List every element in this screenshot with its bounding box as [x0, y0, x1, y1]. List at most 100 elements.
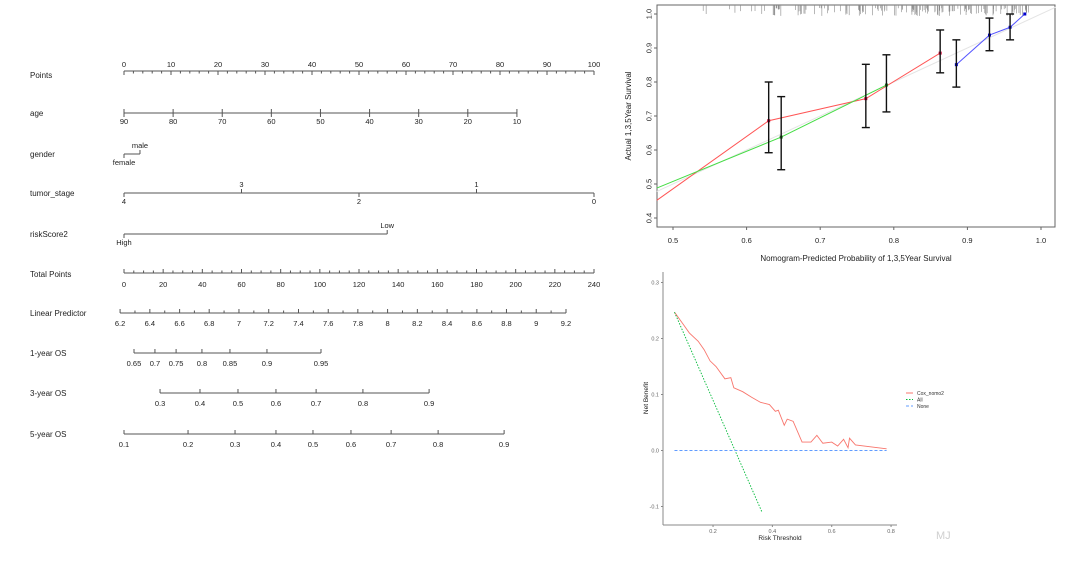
- 5-year-os-tick-label: 0.4: [271, 440, 281, 449]
- cal-y-tick-label: 0.4: [645, 213, 654, 223]
- total-points-tick-label: 120: [353, 280, 366, 289]
- cal-x-tick-label: 0.5: [668, 236, 678, 245]
- total-points-tick-label: 180: [470, 280, 483, 289]
- total-points-tick-label: 220: [549, 280, 562, 289]
- 1-year-os-tick-label: 0.9: [262, 359, 272, 368]
- points-tick-label: 30: [261, 60, 269, 69]
- linear-predictor-tick-label: 6.4: [145, 319, 155, 328]
- row-label-3-year-os: 3-year OS: [30, 389, 66, 398]
- legend-label-All: All: [917, 398, 923, 404]
- cal-x-tick-label: 0.7: [815, 236, 825, 245]
- row-label-5-year-os: 5-year OS: [30, 430, 66, 439]
- riskScore2-tick-label: High: [116, 238, 131, 247]
- row-label-age: age: [30, 109, 44, 118]
- cal-y-tick-label: 0.6: [645, 145, 654, 155]
- linear-predictor-tick-label: 9: [534, 319, 538, 328]
- watermark: MJ: [936, 530, 951, 542]
- calibration-line-5-year: [956, 13, 1026, 66]
- 5-year-os-tick-label: 0.3: [230, 440, 240, 449]
- tumor_stage-tick-label: 3: [239, 180, 243, 189]
- linear-predictor-tick-label: 7.4: [293, 319, 303, 328]
- cal-y-axis-label: Actual 1,3,5Year Survival: [624, 71, 633, 160]
- age-tick-label: 80: [169, 117, 177, 126]
- tumor_stage-tick-label: 2: [357, 197, 361, 206]
- linear-predictor-tick-label: 7.2: [264, 319, 274, 328]
- 3-year-os-tick-label: 0.8: [358, 399, 368, 408]
- age-tick-label: 70: [218, 117, 226, 126]
- age-tick-label: 30: [415, 117, 423, 126]
- linear-predictor-tick-label: 8.4: [442, 319, 452, 328]
- linear-predictor-tick-label: 6.8: [204, 319, 214, 328]
- points-tick-label: 10: [167, 60, 175, 69]
- cal-x-tick-label: 1.0: [1036, 236, 1046, 245]
- dca-y-tick-label: 0.1: [651, 393, 659, 399]
- total-points-tick-label: 40: [198, 280, 206, 289]
- points-tick-label: 50: [355, 60, 363, 69]
- cal-y-tick-label: 0.5: [645, 179, 654, 189]
- 5-year-os-tick-label: 0.7: [386, 440, 396, 449]
- 5-year-os-tick-label: 0.8: [433, 440, 443, 449]
- age-tick-label: 60: [267, 117, 275, 126]
- 1-year-os-tick-label: 0.85: [223, 359, 238, 368]
- age-tick-label: 50: [316, 117, 324, 126]
- row-label-linear-predictor: Linear Predictor: [30, 309, 87, 318]
- points-tick-label: 100: [588, 60, 601, 69]
- dca-y-tick-label: 0.2: [651, 337, 659, 343]
- total-points-tick-label: 140: [392, 280, 405, 289]
- calibration-line-1-year: [656, 52, 941, 201]
- 3-year-os-tick-label: 0.9: [424, 399, 434, 408]
- dca-x-axis-label: Risk Threshold: [758, 535, 802, 542]
- cal-y-tick-label: 0.7: [645, 111, 654, 121]
- 5-year-os-tick-label: 0.1: [119, 440, 129, 449]
- points-tick-label: 0: [122, 60, 126, 69]
- dca-line-All: [674, 311, 763, 513]
- age-tick-label: 20: [464, 117, 472, 126]
- row-label-tumor_stage: tumor_stage: [30, 189, 75, 198]
- row-label-total-points: Total Points: [30, 270, 71, 279]
- total-points-tick-label: 60: [237, 280, 245, 289]
- 3-year-os-tick-label: 0.3: [155, 399, 165, 408]
- points-tick-label: 20: [214, 60, 222, 69]
- 3-year-os-tick-label: 0.6: [271, 399, 281, 408]
- dca-x-tick-label: 0.8: [887, 529, 895, 535]
- total-points-tick-label: 0: [122, 280, 126, 289]
- linear-predictor-tick-label: 8.2: [412, 319, 422, 328]
- linear-predictor-tick-label: 8.8: [501, 319, 511, 328]
- points-tick-label: 80: [496, 60, 504, 69]
- total-points-tick-label: 20: [159, 280, 167, 289]
- linear-predictor-tick-label: 7: [237, 319, 241, 328]
- 1-year-os-tick-label: 0.7: [150, 359, 160, 368]
- cal-y-tick-label: 0.9: [645, 43, 654, 53]
- linear-predictor-tick-label: 7.6: [323, 319, 333, 328]
- linear-predictor-tick-label: 9.2: [561, 319, 571, 328]
- linear-predictor-tick-label: 7.8: [353, 319, 363, 328]
- gender-tick-label: male: [132, 141, 148, 150]
- calibration-point-5-year: [1023, 12, 1027, 16]
- dca-y-tick-label: 0.0: [651, 449, 659, 455]
- 1-year-os-tick-label: 0.75: [169, 359, 184, 368]
- points-tick-label: 70: [449, 60, 457, 69]
- dca-y-tick-label: 0.3: [651, 281, 659, 287]
- cal-x-axis-label: Nomogram-Predicted Probability of 1,3,5Y…: [760, 254, 952, 263]
- linear-predictor-tick-label: 8: [386, 319, 390, 328]
- dca-x-tick-label: 0.2: [709, 529, 717, 535]
- riskScore2-tick-label: Low: [380, 221, 394, 230]
- total-points-tick-label: 200: [509, 280, 522, 289]
- 3-year-os-tick-label: 0.7: [311, 399, 321, 408]
- tumor_stage-tick-label: 0: [592, 197, 596, 206]
- age-tick-label: 10: [513, 117, 521, 126]
- linear-predictor-tick-label: 6.6: [174, 319, 184, 328]
- tumor_stage-tick-label: 4: [122, 197, 126, 206]
- age-tick-label: 90: [120, 117, 128, 126]
- cal-x-tick-label: 0.8: [889, 236, 899, 245]
- cal-x-tick-label: 0.9: [962, 236, 972, 245]
- total-points-tick-label: 100: [314, 280, 327, 289]
- 3-year-os-tick-label: 0.4: [195, 399, 205, 408]
- row-label-riskScore2: riskScore2: [30, 230, 68, 239]
- dca-x-tick-label: 0.6: [828, 529, 836, 535]
- 3-year-os-tick-label: 0.5: [233, 399, 243, 408]
- cal-x-tick-label: 0.6: [741, 236, 751, 245]
- 5-year-os-tick-label: 0.5: [308, 440, 318, 449]
- linear-predictor-tick-label: 6.2: [115, 319, 125, 328]
- cal-y-tick-label: 0.8: [645, 77, 654, 87]
